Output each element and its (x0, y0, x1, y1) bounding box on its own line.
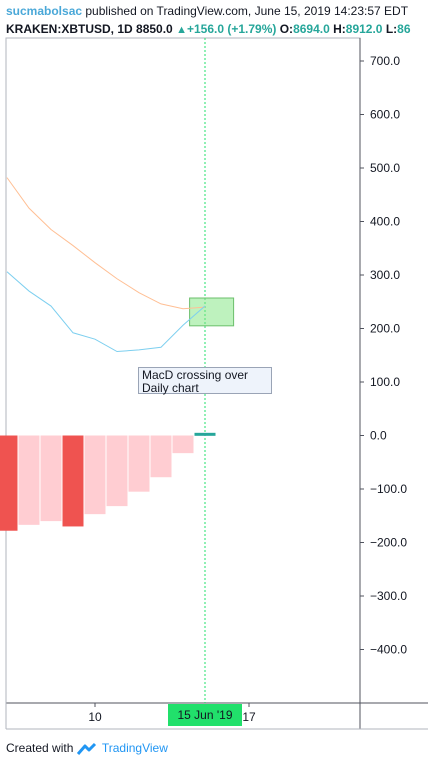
y-tick-label: 0.0 (370, 429, 387, 443)
macd-line (6, 271, 206, 353)
low-label: L: (385, 22, 398, 36)
open-label: O: (279, 22, 294, 36)
symbol-header: KRAKEN:XBTUSD, 1D 8850.0 ▲+156.0 (+1.79%… (6, 22, 411, 36)
histogram-bar (128, 435, 150, 492)
y-tick-label: 400.0 (370, 215, 400, 229)
high-label: H: (333, 22, 346, 36)
y-tick-label: 500.0 (370, 161, 400, 175)
low-value: 86 (397, 22, 411, 36)
histogram-bar (84, 435, 106, 515)
price-axis: 700.0 600.0 500.0 400.0 300.0 200.0 100.0 0.0 −1… (360, 54, 407, 657)
tradingview-brand[interactable]: TradingView (101, 741, 168, 755)
histogram-bar (18, 435, 40, 525)
histogram-bar (40, 435, 62, 522)
author-name[interactable]: sucmabolsac (6, 4, 83, 18)
y-tick-label: 700.0 (370, 54, 400, 68)
y-tick-label: 300.0 (370, 268, 400, 282)
y-tick-label: 100.0 (370, 375, 400, 389)
annotation-callout[interactable]: MacD crossing over Daily chart (138, 367, 272, 395)
publish-header: sucmabolsac published on TradingView.com… (6, 4, 408, 18)
symbol-label: KRAKEN:XBTUSD, 1D (6, 22, 133, 36)
footer: Created with TradingView (6, 741, 168, 756)
macd-histogram (0, 297, 235, 531)
histogram-bar (194, 432, 216, 436)
price-change: +156.0 (+1.79%) (186, 22, 277, 36)
y-tick-label: −200.0 (370, 536, 407, 550)
histogram-bar (0, 435, 18, 531)
x-tick-label: 17 (242, 710, 256, 724)
histogram-bar (62, 435, 84, 527)
last-price: 8850.0 (136, 22, 173, 36)
histogram-bar (106, 435, 128, 507)
open-value: 8694.0 (293, 22, 330, 36)
macd-lines (6, 177, 206, 353)
publish-info: published on TradingView.com, June 15, 2… (82, 4, 409, 18)
y-tick-label: −300.0 (370, 589, 407, 603)
y-tick-label: −100.0 (370, 482, 407, 496)
x-tick-label: 10 (88, 710, 102, 724)
histogram-bar (150, 435, 172, 478)
crosshair-date-label: 15 Jun '19 (168, 704, 242, 726)
highlight-box (189, 297, 235, 327)
histogram-bar (172, 435, 194, 454)
high-value: 8912.0 (345, 22, 383, 36)
up-arrow-icon: ▲ (176, 24, 187, 36)
footer-created-label: Created with (6, 741, 74, 755)
tradingview-logo-icon[interactable] (76, 742, 99, 756)
y-tick-label: 600.0 (370, 108, 400, 122)
y-tick-label: −400.0 (370, 643, 407, 657)
signal-line (6, 177, 206, 310)
time-axis: 10 17 (88, 703, 256, 724)
y-tick-label: 200.0 (370, 322, 400, 336)
